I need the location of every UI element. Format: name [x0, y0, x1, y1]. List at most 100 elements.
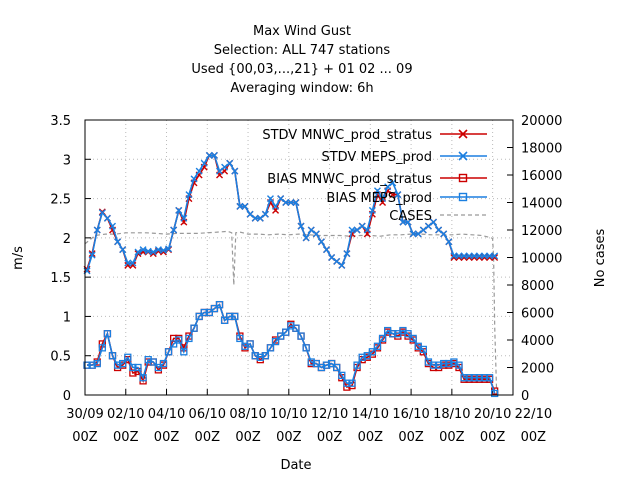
- x-ticks: 30/09 00Z 02/10 00Z 04/10 00Z 06/10 00Z 08/10 00Z…: [66, 389, 552, 445]
- data-point: [93, 359, 101, 368]
- x-tick-label-date: 06/10: [189, 407, 226, 422]
- data-point: [343, 379, 351, 387]
- data-point: [338, 261, 346, 269]
- data-point: [302, 344, 310, 352]
- data-point: [333, 363, 341, 372]
- data-point: [440, 230, 448, 238]
- data-point: [114, 238, 122, 246]
- data-point: [486, 252, 494, 260]
- x-tick-label-date: 22/10: [515, 407, 552, 422]
- data-point: [108, 352, 117, 360]
- data-point: [113, 361, 122, 369]
- legend-label: STDV MNWC_prod_stratus: [262, 128, 432, 143]
- data-point: [159, 246, 167, 254]
- data-point: [373, 187, 381, 195]
- data-point: [226, 159, 234, 167]
- data-point: [419, 345, 427, 354]
- legend-swatch-marker: [458, 129, 468, 139]
- data-point: [394, 191, 402, 199]
- data-point: [470, 374, 478, 382]
- data-point: [430, 218, 438, 226]
- data-point: [236, 334, 244, 343]
- data-point: [200, 159, 208, 167]
- y2-tick-label: 0: [521, 389, 529, 404]
- data-point: [353, 361, 361, 369]
- data-point: [445, 359, 453, 368]
- x-tick-label-time: 00Z: [358, 430, 384, 445]
- data-point: [175, 206, 183, 214]
- data-point: [480, 252, 488, 260]
- data-point: [368, 348, 377, 356]
- data-point: [231, 167, 239, 175]
- data-point: [491, 389, 499, 398]
- data-point: [384, 183, 392, 191]
- y2-tick-label: 20000: [521, 114, 562, 129]
- data-point: [154, 363, 163, 372]
- x-tick-label-time: 00Z: [72, 430, 98, 445]
- data-point: [338, 371, 346, 380]
- series-line-bias-mnwc-prod-stratus: [87, 303, 496, 392]
- data-point: [460, 252, 468, 260]
- data-point: [414, 230, 422, 238]
- plot-series: [83, 151, 499, 398]
- data-point: [119, 246, 127, 254]
- legend-swatch-marker: [458, 192, 468, 202]
- data-point: [307, 226, 315, 234]
- data-point: [409, 334, 417, 343]
- data-point: [348, 226, 356, 234]
- data-point: [379, 195, 387, 203]
- data-point: [435, 226, 443, 234]
- x-tick-label-time: 00Z: [439, 430, 465, 445]
- data-point: [164, 348, 173, 356]
- data-point: [195, 167, 203, 175]
- data-point: [363, 226, 371, 234]
- y-tick-label: 1.5: [50, 271, 71, 286]
- data-point: [246, 340, 254, 348]
- data-point: [404, 218, 412, 226]
- data-point: [185, 191, 193, 199]
- data-point: [256, 214, 264, 222]
- data-point: [93, 226, 101, 234]
- data-point: [485, 374, 494, 382]
- data-point: [378, 334, 387, 343]
- data-point: [297, 332, 305, 340]
- data-point: [159, 359, 168, 368]
- y-tick-label: 2.5: [50, 193, 71, 208]
- data-point: [292, 324, 300, 332]
- y-tick-label: 1: [63, 310, 71, 325]
- legend-label: BIAS MNWC_prod_stratus: [267, 172, 432, 187]
- data-point: [98, 209, 106, 217]
- data-point: [170, 340, 178, 348]
- data-point: [246, 210, 254, 218]
- title-line-3: Used {00,03,...,21} + 01 02 ... 09: [191, 62, 412, 77]
- x-tick-label-date: 08/10: [229, 407, 266, 422]
- data-point: [322, 361, 331, 369]
- data-point: [190, 175, 198, 183]
- data-point: [129, 363, 137, 372]
- data-point: [236, 202, 244, 210]
- legend-swatch-marker: [458, 151, 468, 161]
- data-point: [348, 379, 356, 387]
- data-point: [312, 359, 320, 368]
- data-point: [327, 359, 336, 368]
- data-point: [343, 250, 351, 258]
- data-point: [389, 179, 397, 187]
- data-point: [149, 358, 157, 366]
- data-point: [83, 361, 91, 369]
- y2-tick-label: 18000: [521, 142, 562, 157]
- data-point: [175, 336, 183, 344]
- x-tick-label-time: 00Z: [195, 430, 221, 445]
- legend-swatch-marker: [458, 173, 468, 183]
- data-point: [424, 222, 432, 230]
- data-point: [220, 316, 229, 325]
- x-tick-label-date: 10/10: [270, 407, 307, 422]
- data-point: [399, 218, 407, 226]
- data-point: [261, 210, 269, 218]
- data-point: [465, 374, 473, 382]
- data-point: [216, 167, 224, 175]
- data-point: [98, 344, 106, 352]
- x-tick-label-date: 14/10: [352, 407, 389, 422]
- data-point: [343, 383, 351, 391]
- y2-tick-label: 2000: [521, 362, 554, 377]
